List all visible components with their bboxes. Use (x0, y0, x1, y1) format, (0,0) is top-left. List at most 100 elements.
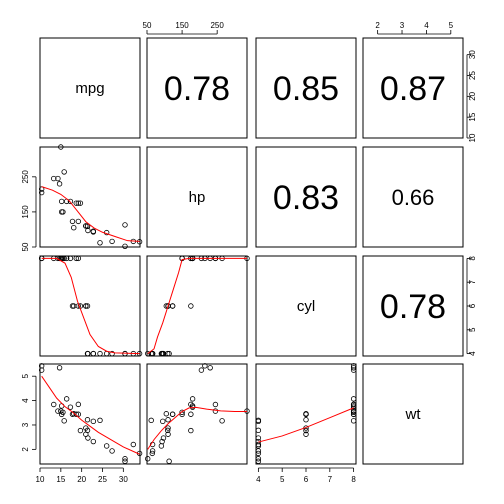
point-wt-vs-cyl-25 (255, 448, 262, 454)
point-wt-vs-cyl-0 (303, 431, 309, 437)
point-wt-vs-mpg-26 (103, 443, 110, 449)
point-hp-vs-mpg-27 (122, 222, 128, 228)
x-tick-label-wt-2: 4 (424, 21, 429, 30)
y-tick-label-mpg-1: 15 (468, 112, 477, 121)
panel-cyl-hp (146, 255, 248, 357)
point-cyl-vs-mpg-3 (84, 303, 91, 309)
point-cyl-vs-mpg-25 (109, 350, 115, 357)
y-tick-label-mpg-0: 10 (468, 133, 477, 142)
point-wt-vs-mpg-28 (61, 418, 67, 424)
point-hp-vs-mpg-31 (84, 223, 91, 229)
point-wt-vs-mpg-30 (58, 408, 64, 414)
var-label-mpg: mpg (75, 80, 104, 97)
point-wt-vs-cyl-11 (350, 396, 357, 402)
point-hp-vs-mpg-22 (58, 209, 65, 215)
point-wt-vs-cyl-3 (303, 417, 309, 423)
point-wt-vs-mpg-3 (84, 417, 91, 423)
point-wt-vs-hp-18 (144, 456, 151, 462)
point-wt-vs-hp-29 (188, 427, 194, 434)
x-tick-label-cyl-1: 5 (280, 475, 285, 484)
point-wt-vs-cyl-15 (350, 363, 357, 369)
x-tick-label-wt-0: 2 (375, 21, 380, 30)
x-tick-label-cyl-4: 8 (351, 475, 356, 484)
point-wt-vs-hp-14 (198, 367, 205, 373)
panel-wt-mpg (39, 363, 141, 465)
point-cyl-vs-mpg-7 (97, 350, 103, 357)
point-wt-vs-cyl-24 (350, 401, 357, 408)
point-wt-vs-cyl-28 (350, 418, 357, 424)
point-wt-vs-mpg-11 (63, 396, 70, 402)
panel-cyl-cyl (255, 255, 357, 357)
smooth-line-wt-vs-cyl (258, 407, 354, 443)
point-wt-vs-mpg-22 (58, 411, 65, 418)
point-wt-vs-hp-23 (212, 401, 219, 408)
smooth-line-wt-vs-hp (147, 406, 247, 450)
point-hp-vs-mpg-10 (69, 218, 76, 225)
point-wt-vs-mpg-23 (51, 401, 57, 408)
point-wt-vs-hp-5 (163, 411, 169, 417)
point-hp-vs-mpg-16 (56, 181, 63, 187)
var-label-cyl: cyl (297, 298, 315, 315)
point-hp-vs-mpg-23 (51, 175, 57, 182)
point-wt-vs-hp-8 (160, 418, 166, 425)
point-wt-vs-mpg-8 (90, 418, 97, 425)
panel-mpg-mpg (39, 37, 141, 139)
point-wt-vs-hp-15 (202, 363, 208, 369)
point-wt-vs-mpg-6 (55, 408, 61, 414)
y-tick-label-wt-1: 3 (21, 422, 30, 427)
panel-wt-wt (362, 363, 464, 465)
point-wt-vs-mpg-29 (77, 427, 84, 434)
point-wt-vs-hp-0 (165, 431, 171, 437)
var-label-wt: wt (405, 406, 422, 423)
point-cyl-vs-hp-29 (188, 303, 194, 309)
x-tick-label-hp-1: 150 (175, 21, 189, 30)
panel-cyl-wt (362, 255, 464, 357)
point-wt-vs-cyl-10 (303, 411, 309, 417)
point-wt-vs-cyl-22 (350, 411, 357, 418)
corr-label-cyl_wt: 0.78 (380, 288, 446, 326)
corr-label-mpg_hp: 0.78 (164, 70, 230, 108)
corr-label-mpg_wt: 0.87 (380, 70, 446, 108)
point-wt-vs-cyl-29 (303, 427, 309, 434)
y-tick-label-cyl-2: 6 (468, 303, 477, 308)
point-wt-vs-mpg-7 (97, 417, 103, 424)
point-wt-vs-mpg-18 (122, 456, 128, 462)
point-hp-vs-mpg-7 (97, 240, 103, 246)
point-cyl-vs-mpg-12 (67, 255, 74, 262)
point-wt-vs-cyl-18 (255, 456, 262, 462)
x-tick-label-wt-3: 5 (449, 21, 454, 30)
point-cyl-vs-mpg-28 (61, 255, 67, 262)
point-wt-vs-cyl-30 (350, 408, 357, 414)
point-wt-vs-hp-25 (149, 448, 156, 454)
x-tick-label-cyl-2: 6 (304, 475, 309, 484)
point-wt-vs-cyl-19 (255, 450, 262, 457)
point-wt-vs-mpg-12 (67, 404, 74, 410)
point-hp-vs-mpg-6 (55, 175, 61, 182)
point-wt-vs-hp-24 (188, 401, 194, 408)
point-hp-vs-mpg-30 (58, 144, 64, 150)
panel-hp-cyl (255, 146, 357, 248)
point-wt-vs-cyl-26 (255, 443, 262, 449)
y-tick-label-hp-0: 50 (21, 242, 30, 251)
point-hp-vs-mpg-14 (38, 189, 45, 196)
point-hp-vs-mpg-18 (122, 243, 128, 249)
point-cyl-vs-mpg-31 (84, 350, 91, 357)
y-tick-label-wt-2: 4 (21, 398, 30, 403)
y-tick-label-wt-0: 2 (21, 447, 30, 452)
point-hp-vs-mpg-24 (75, 200, 82, 206)
point-cyl-vs-mpg-10 (69, 303, 76, 309)
var-label-hp: hp (189, 189, 206, 206)
point-wt-vs-mpg-15 (38, 363, 45, 369)
point-cyl-vs-hp-10 (169, 303, 176, 309)
panel-mpg-cyl (255, 37, 357, 139)
x-tick-label-mpg-2: 20 (77, 475, 86, 484)
point-wt-vs-hp-10 (169, 411, 176, 417)
x-tick-label-mpg-0: 10 (36, 475, 45, 484)
x-tick-label-hp-2: 250 (210, 21, 224, 30)
point-wt-vs-cyl-16 (350, 365, 357, 371)
point-hp-vs-mpg-8 (90, 228, 97, 234)
corr-label-hp_cyl: 0.83 (273, 179, 339, 217)
point-wt-vs-hp-31 (164, 427, 171, 434)
